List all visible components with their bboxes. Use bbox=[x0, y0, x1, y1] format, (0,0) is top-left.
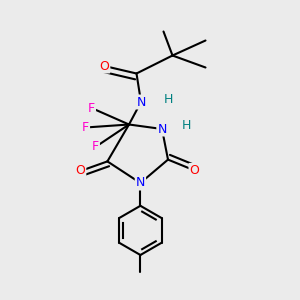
Text: O: O bbox=[76, 164, 85, 178]
Text: F: F bbox=[82, 121, 89, 134]
Text: H: H bbox=[163, 93, 173, 106]
Text: N: N bbox=[157, 122, 167, 136]
Text: N: N bbox=[136, 95, 146, 109]
Text: O: O bbox=[100, 59, 109, 73]
Text: H: H bbox=[181, 119, 191, 132]
Text: F: F bbox=[88, 101, 95, 115]
Text: N: N bbox=[136, 176, 145, 190]
Text: O: O bbox=[190, 164, 199, 177]
Text: F: F bbox=[92, 140, 99, 154]
